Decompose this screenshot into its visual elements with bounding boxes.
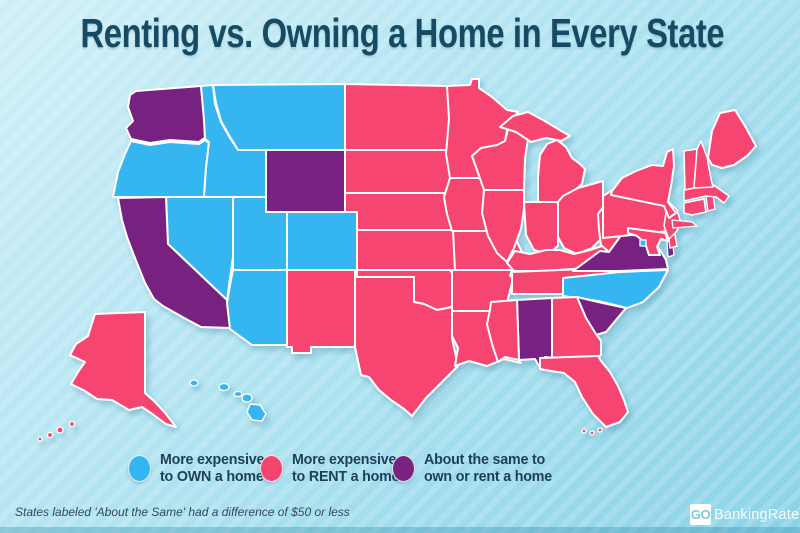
state-texas (354, 276, 459, 417)
state-alaska (69, 311, 177, 428)
legend-label-own-line1: More expensive (160, 451, 265, 468)
state-mississippi (486, 299, 520, 363)
bottom-accent-strip (0, 527, 800, 533)
state-colorado (286, 211, 358, 271)
state-arizona (226, 269, 288, 346)
state-kansas (356, 229, 465, 271)
legend-item-same: About the same to own or rent a home (392, 451, 559, 486)
florida-keys-islet (581, 428, 587, 434)
state-north-dakota (344, 83, 453, 151)
legend-dot-same (392, 455, 415, 483)
state-california (117, 196, 232, 329)
state-michigan-upper (499, 111, 571, 143)
state-washington (125, 85, 207, 144)
hawaii-island-molokai (233, 390, 243, 398)
hawaii-island-oahu (218, 382, 230, 392)
gobankingrates-logo: GO BankingRates (690, 504, 800, 525)
state-alabama (516, 297, 553, 367)
state-florida (539, 355, 629, 428)
state-oregon (112, 139, 210, 198)
legend-label-own: More expensive to OWN a home (160, 451, 265, 486)
hawaii-island-maui (241, 393, 253, 403)
aleutian-islet (46, 431, 54, 439)
page-title: Renting vs. Owning a Home in Every State (80, 10, 725, 56)
state-maine (707, 109, 757, 169)
legend-label-rent: More expensive to RENT a home (292, 451, 400, 486)
hawaii-island-big-island (246, 403, 267, 422)
legend-label-same: About the same to own or rent a home (424, 451, 553, 486)
state-indiana (523, 201, 559, 255)
state-new-mexico (286, 269, 356, 354)
state-maryland (627, 227, 669, 256)
state-wyoming (265, 149, 346, 213)
legend-label-rent-line2: to RENT a home (292, 467, 400, 485)
state-district-of-columbia (639, 239, 647, 247)
legend-label-same-line1: About the same to (424, 451, 546, 468)
state-massachusetts (683, 183, 730, 204)
hawaii-island-kauai (189, 379, 199, 387)
florida-keys-islet (589, 430, 595, 436)
state-new-hampshire (693, 140, 714, 189)
state-new-york-long-island (671, 219, 698, 229)
footnote: States labeled 'About the Same' had a di… (15, 505, 350, 519)
state-ohio (557, 180, 604, 255)
legend-label-same-line2: own or rent a home (424, 467, 553, 485)
state-montana (212, 83, 346, 151)
aleutian-islet (37, 436, 43, 442)
legend-item-own: More expensive to OWN a home (128, 451, 270, 486)
logo-go-box: GO (690, 504, 711, 525)
florida-keys-islet (597, 427, 603, 433)
legend-label-own-line2: to OWN a home (160, 467, 264, 485)
legend-item-rent: More expensive to RENT a home (260, 451, 405, 486)
state-illinois (481, 189, 525, 263)
state-connecticut (683, 198, 707, 216)
aleutian-islet (68, 420, 76, 428)
state-new-york (610, 148, 677, 219)
legend-dot-own (128, 455, 151, 483)
legend-dot-rent (260, 455, 283, 483)
logo-text: BankingRates (714, 506, 800, 523)
aleutian-islet (56, 426, 64, 434)
state-south-dakota (344, 149, 457, 194)
title-bar: Renting vs. Owning a Home in Every State (0, 10, 800, 57)
legend-label-rent-line1: More expensive (292, 451, 397, 468)
